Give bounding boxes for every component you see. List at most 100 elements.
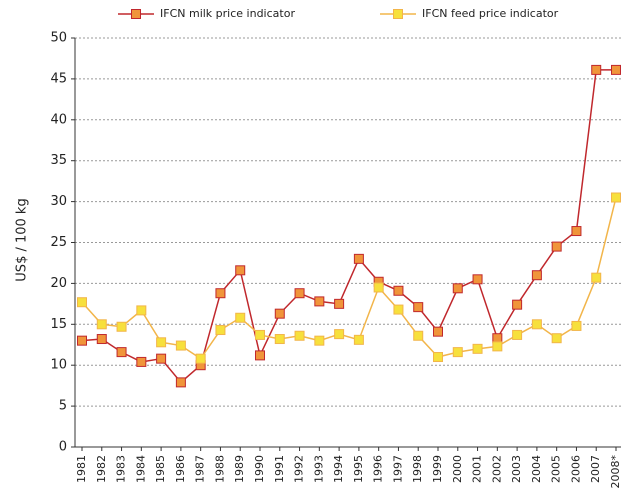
x-tick-label: 2007 (589, 455, 602, 483)
data-point (274, 334, 285, 345)
data-point (531, 270, 542, 281)
series-line (81, 197, 617, 360)
data-point (156, 353, 167, 364)
y-tick-label: 30 (50, 194, 67, 209)
data-point (116, 321, 127, 332)
data-point (175, 340, 186, 351)
data-point (77, 335, 87, 346)
data-point (77, 297, 87, 308)
data-point (571, 226, 582, 237)
data-point (551, 333, 562, 344)
data-point (96, 319, 107, 330)
data-point (452, 347, 463, 358)
data-point (472, 343, 483, 354)
x-tick-label: 1996 (372, 455, 385, 483)
x-tick-label: 1991 (273, 455, 286, 483)
data-point (512, 299, 523, 310)
data-point (393, 304, 404, 315)
x-tick-label: 1999 (431, 455, 444, 483)
data-point (393, 285, 404, 296)
x-tick-label: 1981 (75, 455, 88, 483)
data-point (235, 312, 246, 323)
x-tick-label: 1988 (213, 455, 226, 483)
data-point (334, 329, 345, 340)
data-point (294, 288, 305, 299)
x-tick-label: 1986 (174, 455, 187, 483)
data-point (551, 241, 562, 252)
y-tick-label: 45 (50, 71, 67, 86)
x-tick-label: 1997 (391, 455, 404, 483)
y-tick-label: 10 (50, 358, 67, 373)
x-tick-label: 1984 (134, 455, 147, 483)
data-point (314, 335, 325, 346)
data-point (433, 326, 443, 337)
legend-marker (393, 9, 403, 19)
x-tick-label: 1982 (95, 455, 108, 483)
data-point (96, 334, 107, 345)
data-point (492, 341, 503, 352)
legend-label: IFCN milk price indicator (160, 7, 295, 20)
x-tick-label: 1985 (154, 455, 167, 483)
data-point (512, 329, 523, 340)
data-point (195, 353, 206, 364)
x-tick-label: 1995 (352, 455, 365, 483)
x-tick-label: 1989 (233, 455, 246, 483)
legend-marker (131, 9, 141, 19)
data-point (255, 329, 265, 340)
y-tick-label: 15 (50, 317, 67, 332)
data-point (413, 330, 424, 341)
data-point (571, 320, 582, 331)
y-tick-label: 35 (50, 153, 67, 168)
data-point (136, 356, 147, 367)
data-point (591, 64, 602, 75)
data-point (215, 288, 226, 299)
data-point (215, 325, 226, 336)
x-tick-label: 2005 (550, 455, 563, 483)
data-point (116, 347, 127, 358)
x-tick-label: 2006 (569, 455, 582, 483)
data-point (235, 265, 246, 276)
data-point (314, 296, 325, 307)
data-point (591, 272, 602, 283)
data-point (413, 302, 424, 313)
data-point (136, 305, 147, 316)
data-point (611, 192, 621, 203)
y-tick-label: 5 (59, 399, 67, 414)
x-tick-label: 1998 (411, 455, 424, 483)
x-tick-label: 1987 (194, 455, 207, 483)
data-point (294, 330, 305, 341)
data-point (472, 274, 483, 285)
x-tick-label: 1983 (115, 455, 128, 483)
data-point (156, 337, 167, 348)
x-tick-label: 1992 (293, 455, 306, 483)
y-tick-label: 0 (59, 440, 67, 455)
y-tick-label: 25 (50, 235, 67, 250)
data-point (492, 333, 503, 344)
data-point (334, 298, 345, 309)
data-point (274, 308, 285, 319)
y-tick-label: 50 (50, 31, 67, 46)
x-tick-label: 1994 (332, 455, 345, 483)
data-point (255, 350, 265, 361)
y-tick-label: 40 (50, 112, 67, 127)
y-tick-label: 20 (50, 276, 67, 291)
data-point (433, 352, 443, 363)
data-point (353, 253, 364, 264)
x-tick-label: 2002 (490, 455, 503, 483)
x-tick-label: 1993 (312, 455, 325, 483)
data-point (452, 283, 463, 294)
x-tick-label: 2003 (510, 455, 523, 483)
data-point (373, 282, 384, 293)
x-tick-label: 2000 (451, 455, 464, 483)
x-tick-label: 1990 (253, 455, 266, 483)
y-axis-label: US$ / 100 kg (15, 198, 30, 281)
data-point (531, 319, 542, 330)
series-line (81, 69, 616, 384)
x-tick-label: 2004 (530, 455, 543, 483)
data-point (353, 334, 364, 345)
x-tick-label: 2001 (471, 455, 484, 483)
legend-label: IFCN feed price indicator (422, 7, 559, 20)
data-point (175, 377, 186, 388)
data-point (611, 64, 621, 75)
